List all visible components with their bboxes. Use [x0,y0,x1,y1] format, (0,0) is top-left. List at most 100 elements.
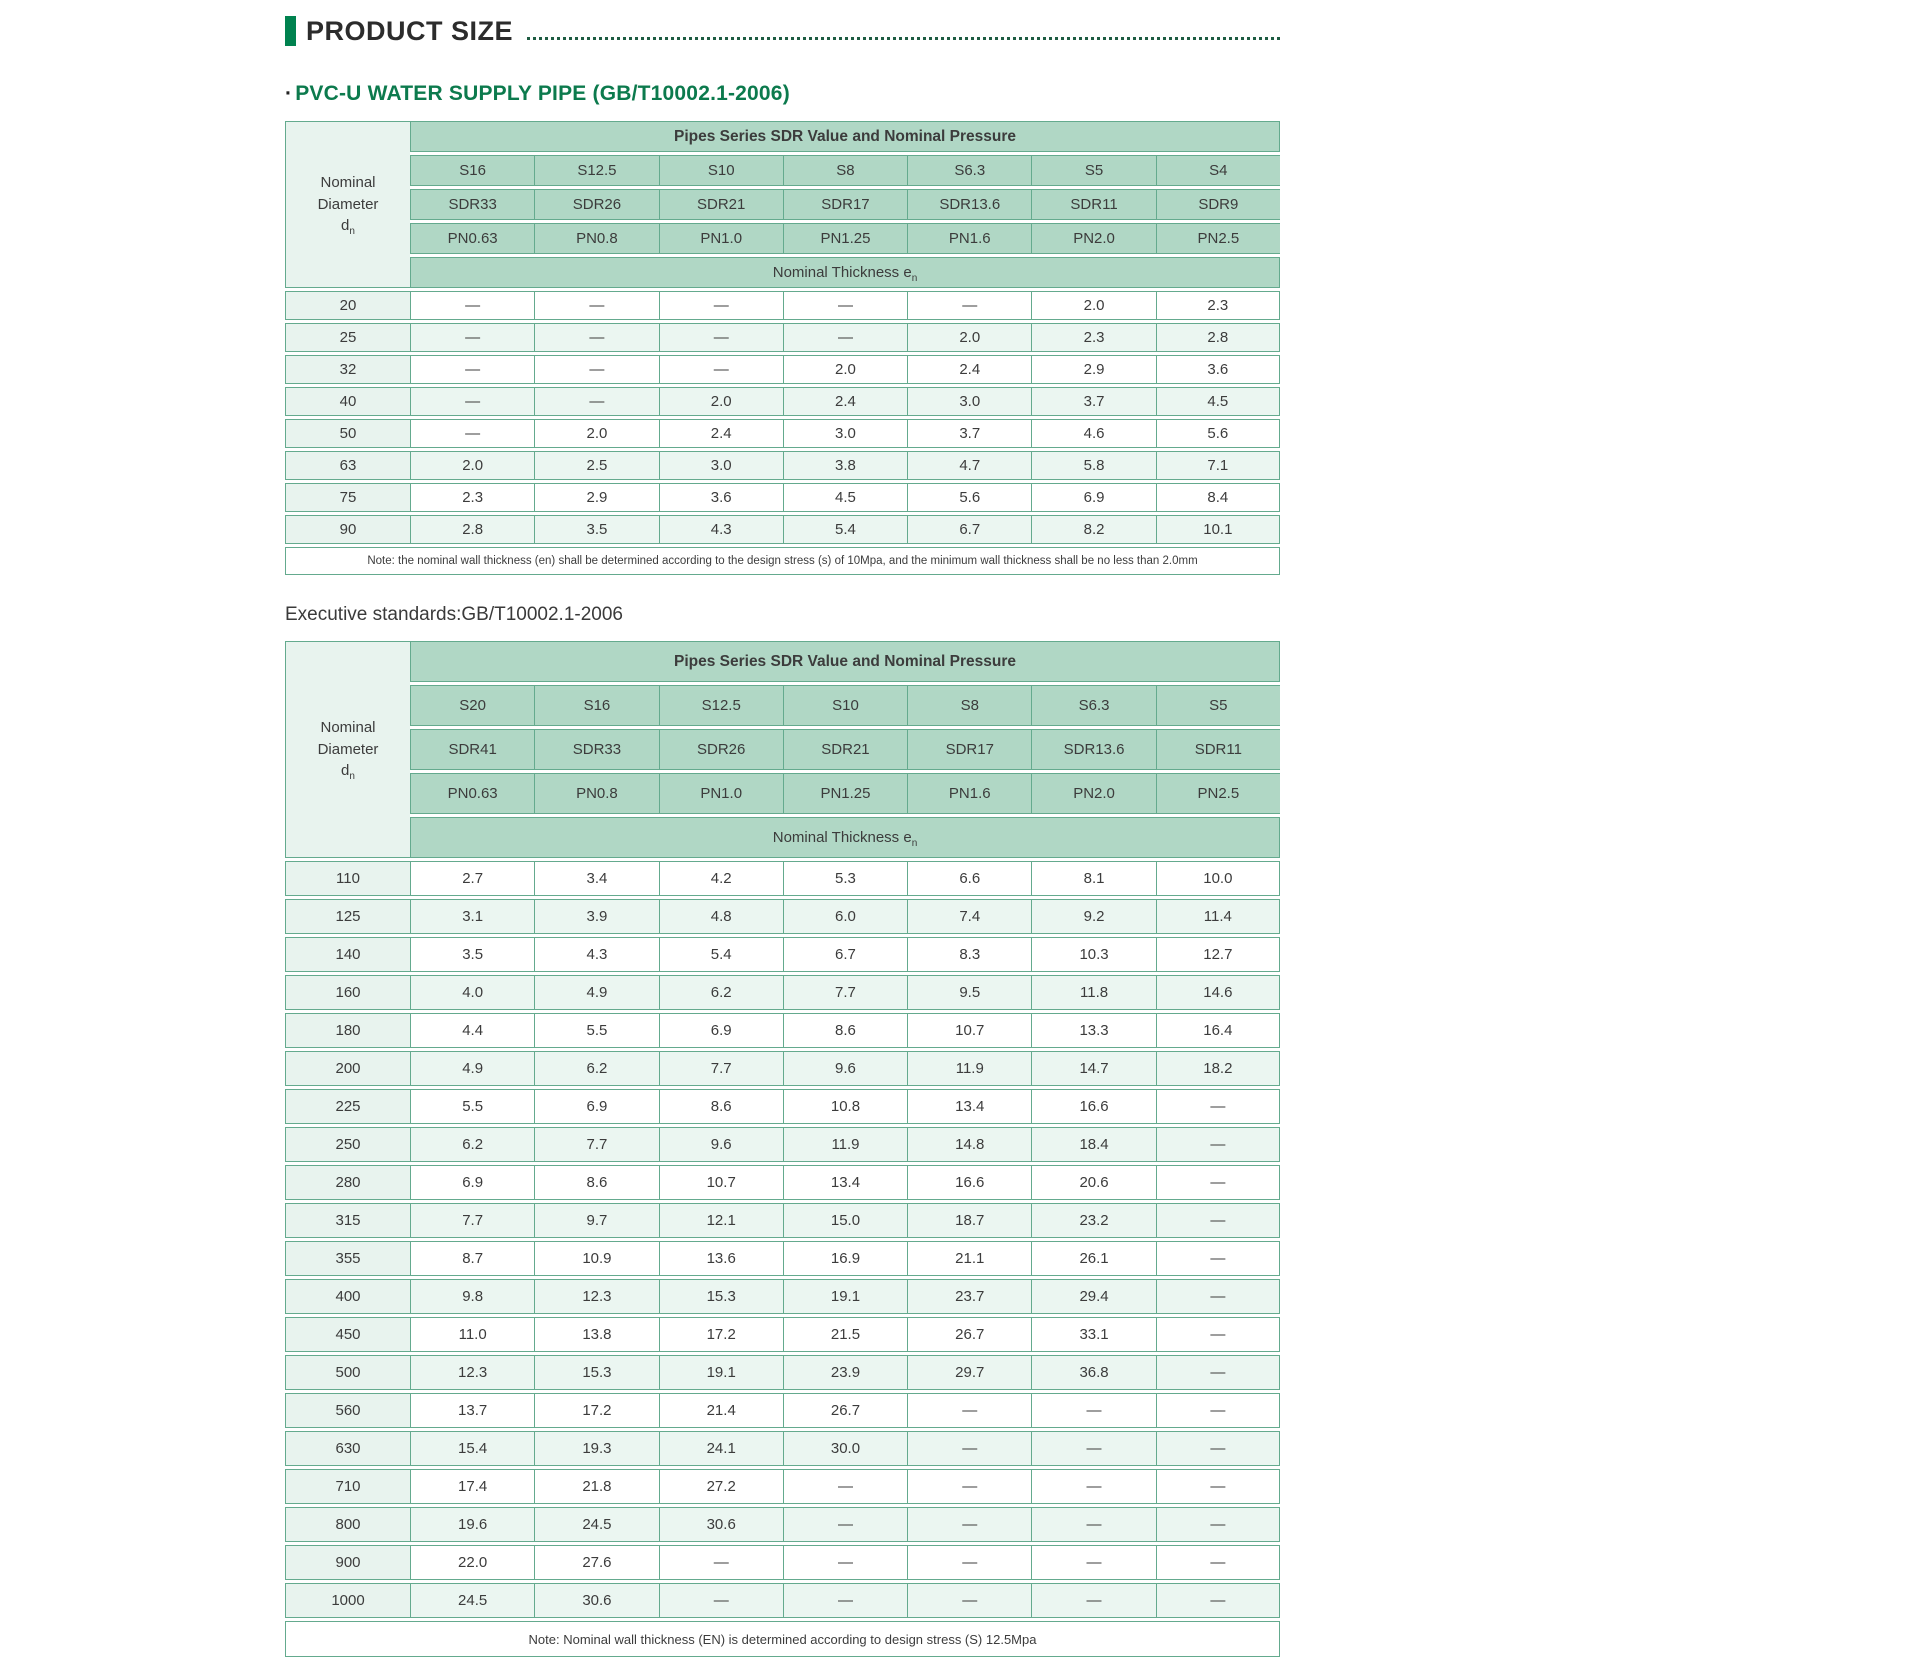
table-row: 355 8.7 10.9 13.6 16.9 21.1 26.1 — [285,1241,1280,1276]
thickness-value-cell: 10.1 [1155,515,1280,544]
table-row: 200 4.9 6.2 7.7 9.6 11.9 14.7 18.2 [285,1051,1280,1086]
thickness-value-cell: 2.5 [534,451,659,480]
thickness-value-cell: 6.9 [410,1165,535,1200]
sdr-header-cell: SDR26 [534,189,659,220]
thickness-value-cell: 27.6 [534,1545,659,1580]
thickness-value-cell: 2.3 [1155,291,1280,320]
thickness-value-cell: 10.7 [658,1165,783,1200]
sdr-header-cell: SDR33 [534,729,659,770]
series-header-cell: S8 [782,155,908,186]
thickness-value-cell: 2.4 [782,387,908,416]
thickness-value-cell: 4.4 [410,1013,535,1048]
thickness-value-cell: 3.4 [534,861,659,896]
thickness-value-cell: 3.0 [658,451,783,480]
thickness-value-cell: 16.6 [1031,1089,1156,1124]
thickness-value-cell: — [907,1431,1032,1466]
series-header-cell: S16 [534,685,659,726]
thickness-value-cell: 36.8 [1031,1355,1156,1390]
thickness-value-cell: 3.0 [782,419,908,448]
thickness-value-cell: 20.6 [1031,1165,1156,1200]
thickness-value-cell: — [1155,1279,1280,1314]
thickness-value-cell: — [1031,1507,1156,1542]
nominal-diameter-cell: 315 [285,1203,410,1238]
section-header: PRODUCT SIZE [285,16,1280,50]
nominal-diameter-cell: 140 [285,937,410,972]
table-note: Note: the nominal wall thickness (en) sh… [285,547,1280,575]
thickness-value-cell: — [907,291,1032,320]
thickness-value-cell: 15.0 [782,1203,908,1238]
thickness-value-cell: — [1031,1469,1156,1504]
nominal-diameter-cell: 355 [285,1241,410,1276]
thickness-value-cell: — [782,1469,908,1504]
table-row: 630 15.4 19.3 24.1 30.0 — — — [285,1431,1280,1466]
table-row: 250 6.2 7.7 9.6 11.9 14.8 18.4 — [285,1127,1280,1162]
thickness-value-cell: 10.3 [1031,937,1156,972]
thickness-value-cell: — [658,291,783,320]
nominal-diameter-cell: 450 [285,1317,410,1352]
thickness-value-cell: 8.1 [1031,861,1156,896]
thickness-value-cell: 5.8 [1031,451,1156,480]
series-header-cell: S4 [1155,155,1280,186]
thickness-value-cell: 14.8 [907,1127,1032,1162]
thickness-value-cell: 3.6 [658,483,783,512]
thickness-value-cell: — [658,1583,783,1618]
thickness-value-cell: 4.3 [534,937,659,972]
pn-header-cell: PN0.8 [534,223,659,254]
table-row: 20 — — — — — 2.0 2.3 [285,291,1280,320]
pn-header-cell: PN1.25 [782,223,908,254]
thickness-value-cell: 5.6 [1155,419,1280,448]
thickness-value-cell: 21.5 [782,1317,908,1352]
sdr-header-cell: SDR26 [658,729,783,770]
table-row: 710 17.4 21.8 27.2 — — — — [285,1469,1280,1504]
thickness-value-cell: 7.1 [1155,451,1280,480]
table-row: 125 3.1 3.9 4.8 6.0 7.4 9.2 11.4 [285,899,1280,934]
thickness-value-cell: 8.4 [1155,483,1280,512]
pn-header-cell: PN1.0 [658,773,783,814]
span-header-row: Nominal Diameter dn Pipes Series SDR Val… [285,641,1280,858]
thickness-value-cell: 9.7 [534,1203,659,1238]
thickness-value-cell: 13.4 [907,1089,1032,1124]
thickness-value-cell: 16.9 [782,1241,908,1276]
thickness-value-cell: 3.5 [410,937,535,972]
thickness-value-cell: 14.6 [1155,975,1280,1010]
nominal-diameter-cell: 630 [285,1431,410,1466]
thickness-value-cell: 30.0 [782,1431,908,1466]
dotted-leader [527,16,1280,40]
thickness-value-cell: 23.9 [782,1355,908,1390]
table-row: 75 2.3 2.9 3.6 4.5 5.6 6.9 8.4 [285,483,1280,512]
table-row: 1000 24.5 30.6 — — — — — [285,1583,1280,1618]
thickness-value-cell: 4.3 [658,515,783,544]
pipe-size-table-small-diameters: Nominal Diameter dn Pipes Series SDR Val… [285,118,1280,578]
sdr-header-cell: SDR11 [1155,729,1280,770]
thickness-value-cell: 18.7 [907,1203,1032,1238]
nominal-diameter-cell: 32 [285,355,410,384]
nominal-diameter-cell: 200 [285,1051,410,1086]
thickness-value-cell: — [1031,1545,1156,1580]
thickness-value-cell: 2.0 [658,387,783,416]
table-row: 63 2.0 2.5 3.0 3.8 4.7 5.8 7.1 [285,451,1280,480]
thickness-value-cell: 19.1 [658,1355,783,1390]
corner-title: Nominal Diameter [317,173,379,213]
thickness-value-cell: 2.3 [1031,323,1156,352]
series-header-cell: S20 [410,685,535,726]
thickness-value-cell: 15.3 [534,1355,659,1390]
thickness-value-cell: 30.6 [534,1583,659,1618]
thickness-value-cell: — [782,1545,908,1580]
series-header-cell: S6.3 [1031,685,1156,726]
thickness-value-cell: — [782,1583,908,1618]
pn-header-cell: PN1.0 [658,223,783,254]
table-span-header: Pipes Series SDR Value and Nominal Press… [410,641,1280,682]
thickness-value-cell: 6.6 [907,861,1032,896]
thickness-value-cell: — [658,323,783,352]
pn-header-row: PN0.63 PN0.8 PN1.0 PN1.25 PN1.6 PN2.0 PN2.5 [285,223,1280,254]
thickness-value-cell: 14.7 [1031,1051,1156,1086]
series-header-cell: S16 [410,155,535,186]
sdr-header-row: SDR33 SDR26 SDR21 SDR17 SDR13.6 SDR11 SDR9 [285,189,1280,220]
thickness-value-cell: 3.9 [534,899,659,934]
thickness-value-cell: 5.5 [534,1013,659,1048]
thickness-value-cell: 7.7 [658,1051,783,1086]
page-content: PRODUCT SIZE · PVC-U WATER SUPPLY PIPE (G… [285,0,1280,1660]
thickness-value-cell: 17.4 [410,1469,535,1504]
series-header-cell: S10 [658,155,783,186]
thickness-value-cell: 2.0 [782,355,908,384]
